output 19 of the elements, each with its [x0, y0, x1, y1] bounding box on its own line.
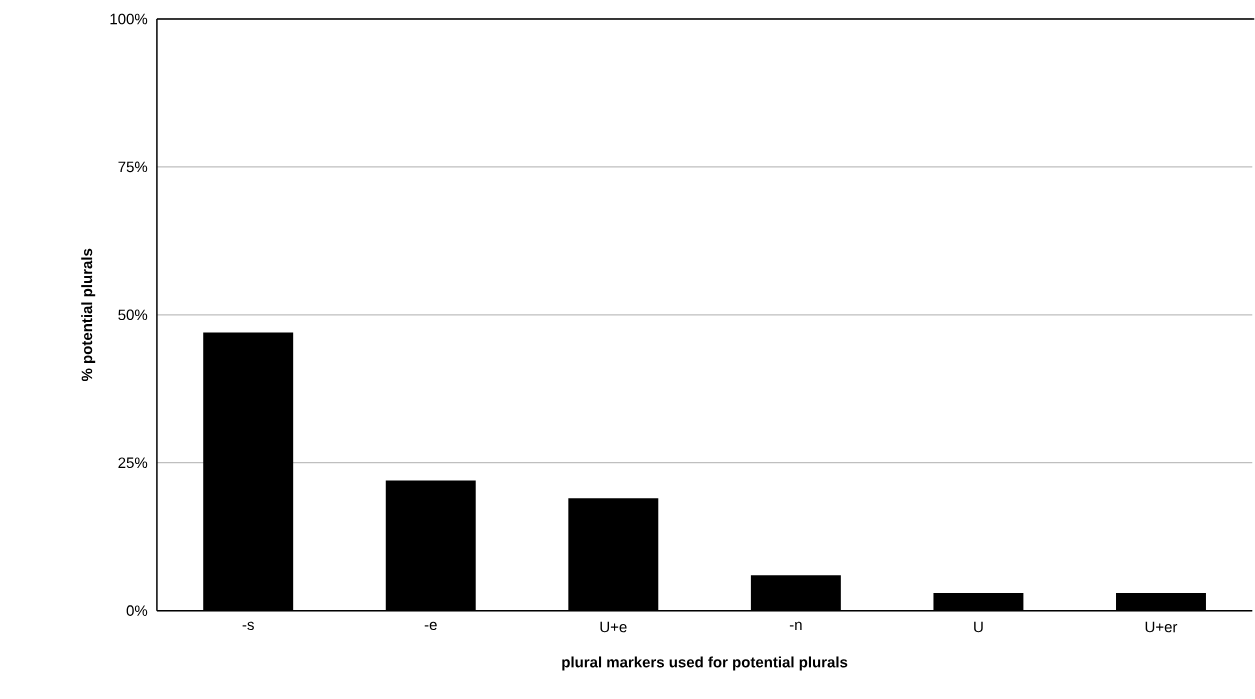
bar [933, 593, 1024, 611]
x-tick-label: -n [789, 622, 802, 631]
y-tick-label: 100% [110, 13, 148, 25]
x-tick-label: -e [424, 622, 437, 631]
y-tick-label: 75% [118, 161, 148, 173]
x-tick-label: -s [242, 622, 254, 631]
bar [203, 332, 294, 611]
x-tick-label: U [974, 622, 983, 633]
x-axis-title: plural markers used for potential plurals [562, 656, 848, 671]
bar [568, 498, 659, 611]
bar [750, 575, 841, 611]
x-tick-label: U+er [1145, 622, 1178, 633]
y-tick-label: 50% [118, 309, 148, 321]
y-tick-label: 0% [126, 605, 148, 617]
x-tick-label: U+e [600, 622, 627, 633]
bar [385, 480, 476, 611]
y-tick-label: 25% [118, 457, 148, 469]
bar [1116, 593, 1206, 611]
y-axis-title: % potential plurals [81, 248, 96, 382]
